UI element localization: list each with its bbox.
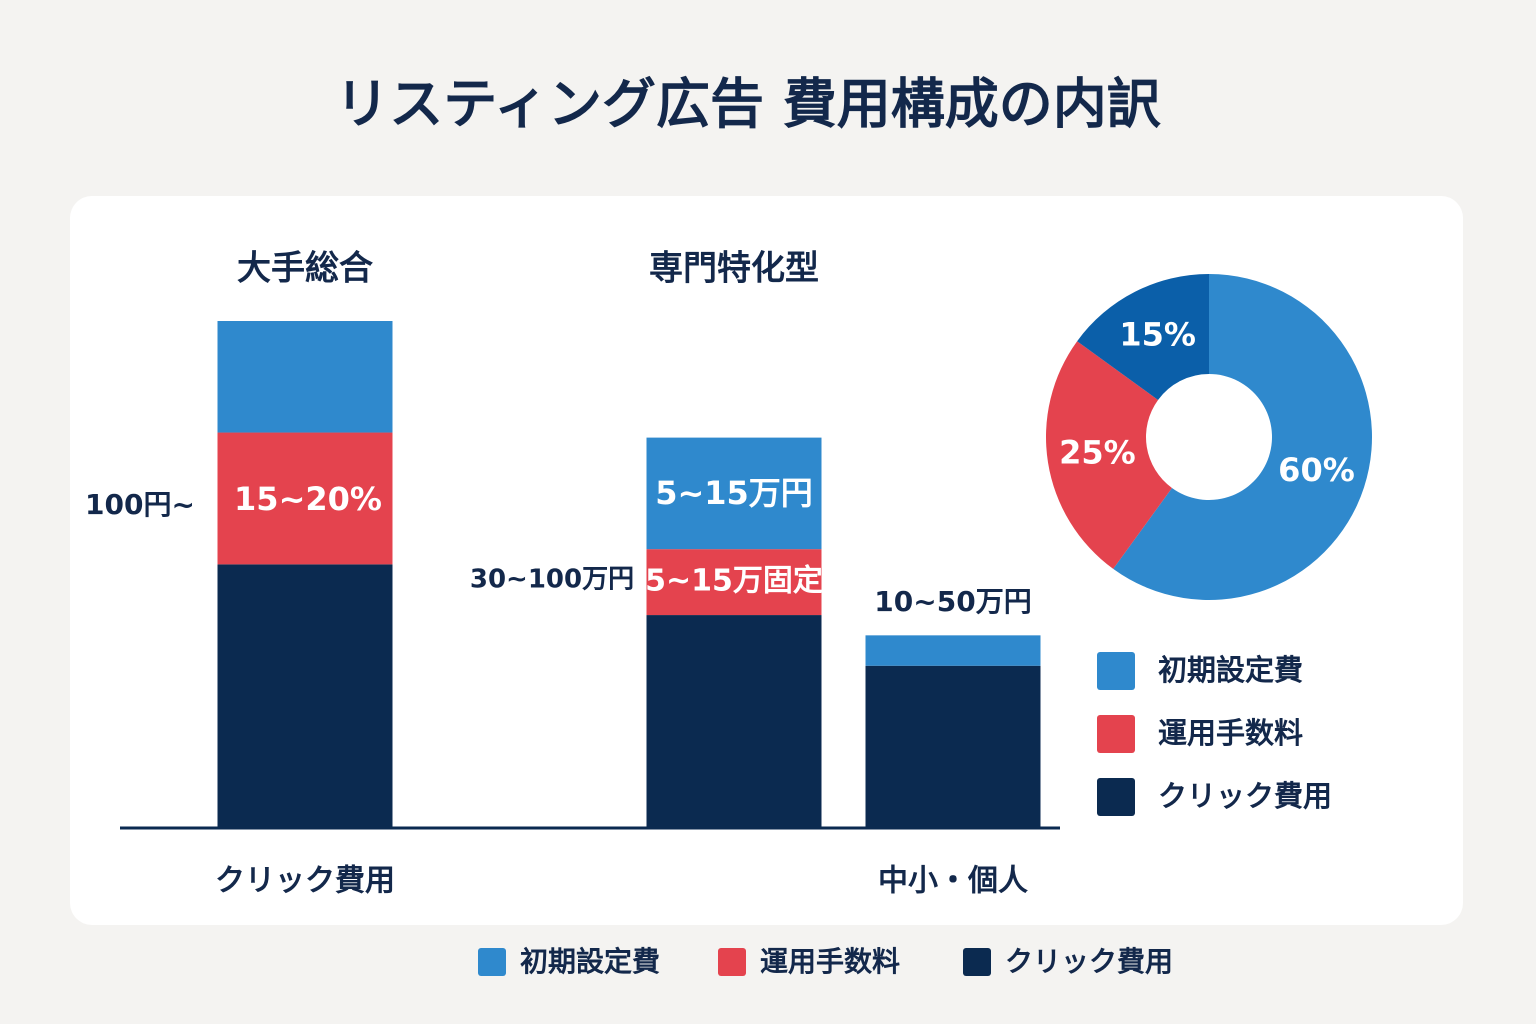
annotation: 100円~ (85, 488, 195, 521)
annotation: 専門特化型 (649, 249, 819, 289)
slice-label: 15% (1119, 315, 1196, 353)
bar-segment (217, 432, 393, 565)
legend-swatch (478, 948, 506, 976)
annotation: 10~50万円 (874, 585, 1031, 618)
annotation: 15~20% (234, 480, 382, 518)
donut-slice (1046, 341, 1172, 569)
legend-swatch (1097, 652, 1135, 690)
legend-label: クリック費用 (1158, 779, 1332, 813)
legend-label: 初期設定費 (520, 945, 660, 978)
legend-label: 運用手数料 (760, 945, 900, 978)
bar-segment (217, 321, 393, 433)
bar-segment (646, 549, 822, 616)
bar-segment (646, 437, 822, 550)
x-tick-label: クリック費用 (215, 864, 395, 899)
chart-title: リスティング広告 費用構成の内訳 (335, 73, 1162, 136)
legend-swatch (718, 948, 746, 976)
legend-swatch (1097, 715, 1135, 753)
legend-swatch (1097, 778, 1135, 816)
annotation: 5~15万円 (655, 474, 813, 512)
legend-label: 初期設定費 (1158, 653, 1303, 687)
bar-segment (217, 564, 393, 828)
bar-segment (865, 635, 1041, 666)
annotation: 5~15万固定 (645, 564, 823, 599)
annotation: 30~100万円 (470, 565, 634, 595)
legend-label: 運用手数料 (1158, 716, 1303, 750)
slice-label: 25% (1059, 434, 1136, 472)
bar-segment (865, 665, 1041, 828)
donut-slice (1113, 274, 1373, 601)
slice-label: 60% (1278, 451, 1355, 489)
donut-slice (1077, 274, 1209, 400)
legend-label: クリック費用 (1005, 945, 1173, 978)
x-tick-label: 中小・個人 (878, 864, 1028, 899)
annotation: 大手総合 (237, 249, 373, 289)
legend-swatch (963, 948, 991, 976)
bar-segment (646, 615, 822, 828)
